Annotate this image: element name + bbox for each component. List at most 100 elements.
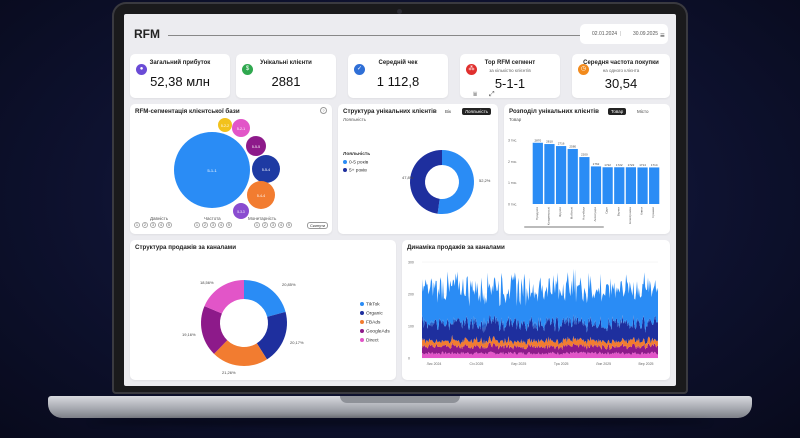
x-tick-label: Січ 2025 [469,362,483,366]
x-tick-label: Вер 2025 [639,362,654,366]
kpi-label: Унікальні клієнти [260,60,312,66]
bar-value-label: 2870 [534,138,541,142]
rfm-filter-digit[interactable]: 4 [218,222,224,228]
area-series-fbads[interactable] [422,334,658,351]
legend-item[interactable]: FBAds [360,320,380,325]
legend-item[interactable]: TikTok [360,302,380,307]
axis-recency: Давність [150,216,169,221]
rfm-filter-digit[interactable]: 1 [194,222,200,228]
bar[interactable] [544,144,555,204]
bar[interactable] [555,146,567,204]
rfm-filter-digit[interactable]: 5 [166,222,172,228]
legend-title: Лояльність [343,152,371,157]
bubble-5-5-4[interactable] [252,155,280,183]
rfm-filter-digit[interactable]: 5 [286,222,292,228]
bar[interactable] [532,142,543,204]
rfm-filter-digit[interactable]: 1 [134,222,140,228]
bar[interactable] [602,167,613,204]
legend-swatch [360,329,364,333]
bubble-5-5-5[interactable] [246,136,266,156]
rfm-filter-digit[interactable]: 4 [278,222,284,228]
legend-swatch [343,160,347,164]
bubble-5-2-2[interactable] [218,118,232,132]
category-label: Взуття [616,207,620,217]
legend-item[interactable]: Organic [360,311,383,316]
bubble-5-2-1[interactable] [232,119,250,137]
filter-icon[interactable]: ⩸ [473,91,478,98]
bar[interactable] [614,167,625,204]
kpi-label: Середня частота покупки [583,60,659,66]
bar-value-label: 1722 [604,163,611,167]
bar[interactable] [590,166,602,204]
rfm-filter-digit[interactable]: 3 [270,222,276,228]
scrollbar[interactable] [524,226,604,228]
rfm-filter-digit[interactable]: 2 [262,222,268,228]
unique-clients-panel: Структура унікальних клієнтів Лояльність… [338,104,498,234]
tab-loyalty[interactable]: Лояльність [462,108,492,115]
kpi-value: 5-1-1 [494,76,526,91]
laptop-base [48,396,752,418]
bar-value-label: 1762 [593,162,600,166]
bar[interactable] [625,167,637,204]
slice-label: 47,8% [402,175,414,180]
category-label: Аксесуари [593,207,597,222]
info-icon[interactable]: ? [320,107,327,114]
legend-item[interactable]: Direct [360,338,379,343]
bar[interactable] [649,167,660,204]
legend-label: GoogleAds [366,329,390,335]
kpi-value: 1 112,8 [376,74,420,89]
rfm-filter-digit[interactable]: 3 [150,222,156,228]
distribution-bar-chart: 0 тис. 1 тис. 2 тис. 3 тис. 2870 Продукти 2810… [508,138,660,225]
donut-slice[interactable] [256,311,287,360]
kpi-value: 30,54 [604,76,638,91]
bubble-5-1-1[interactable] [174,132,250,208]
bubble-5-3-3[interactable] [233,203,249,219]
bar[interactable] [579,157,590,204]
rfm-filter-digit[interactable]: 5 [226,222,232,228]
menu-icon[interactable]: ≡ [660,31,665,40]
legend-item: 5+ років [343,168,367,173]
area-series-organic[interactable] [422,314,658,345]
donut-slice[interactable] [244,280,286,317]
expand-icon[interactable]: ⤢ [489,91,495,98]
unique-title: Структура унікальних клієнтів [343,108,437,115]
tab-city[interactable]: Місто [637,109,649,114]
kpi-sub: на одного клієнта [602,68,640,73]
donut-slice[interactable] [201,306,228,354]
area-series-tiktok[interactable] [422,268,658,334]
y-tick-label: 300 [408,261,414,265]
bar[interactable] [567,148,578,204]
rfm-filter-digit[interactable]: 2 [202,222,208,228]
kpi-average-check: ✓ Середній чек 1 112,8 [348,54,448,98]
category-label: Одяг [605,207,609,214]
rfm-filter-digit[interactable]: 4 [158,222,164,228]
donut-slice[interactable] [410,150,442,214]
legend-swatch [343,168,347,172]
date-from[interactable]: 02.01.2024 [592,31,618,37]
rfm-filter-digit[interactable]: 2 [142,222,148,228]
segments-icon: ⁂ [466,64,477,75]
reset-button[interactable]: Скинути [307,222,329,229]
legend-swatch [360,311,364,315]
frequency-icon: ◷ [578,64,589,75]
tab-age[interactable]: Вік [445,109,451,114]
bar[interactable] [637,167,648,204]
area-series-direct[interactable] [422,351,658,358]
rfm-filter-digit[interactable]: 1 [254,222,260,228]
donut-slice[interactable] [214,340,267,366]
date-to[interactable]: 30.09.2025 [633,31,659,37]
donut-slice[interactable] [437,150,474,215]
bubble-label: 5-2-1 [237,127,245,131]
slice-label: 18,56% [200,280,214,285]
dist-title: Розподіл унікальних клієнтів [509,108,599,115]
bubble-5-4-4[interactable] [247,181,275,209]
rfm-filter-digit[interactable]: 3 [210,222,216,228]
date-range-picker[interactable]: 02.01.2024 | 30.09.2025 ≡ [580,24,668,44]
area-series-googleads[interactable] [422,342,658,355]
tab-product[interactable]: Товар [608,108,627,115]
bar-value-label: 1722 [616,163,623,167]
date-separator: | [620,31,622,37]
laptop-notch [340,396,460,403]
donut-slice[interactable] [204,280,244,314]
legend-item[interactable]: GoogleAds [360,329,390,334]
